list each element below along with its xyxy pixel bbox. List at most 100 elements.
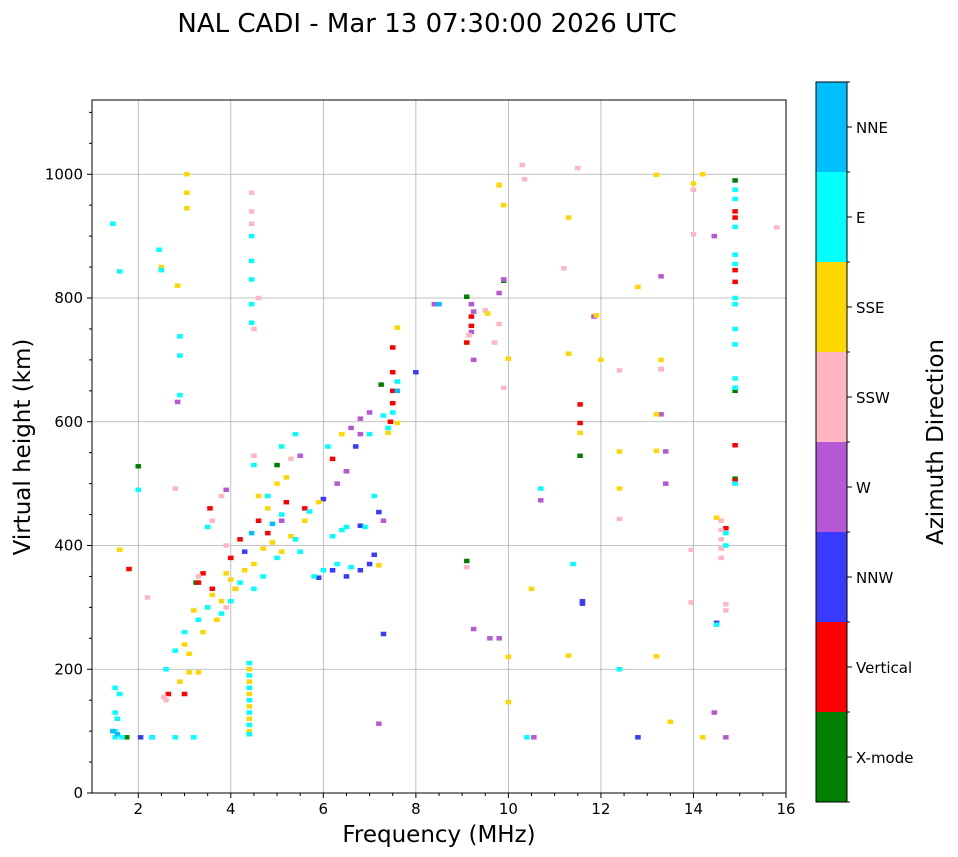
data-point [255,518,262,523]
y-tick-label: 1000 [45,165,83,183]
data-point [297,549,303,554]
data-point [274,462,280,468]
data-point [177,353,183,358]
y-tick-label: 0 [73,784,83,802]
data-point [288,533,294,539]
data-point [690,187,697,192]
data-point [565,215,572,220]
x-tick-label: 2 [133,800,143,818]
data-point [718,527,724,533]
y-tick-label: 400 [54,537,83,555]
data-point [186,670,192,675]
data-point [394,420,401,426]
data-point [260,546,266,551]
data-point [385,425,391,431]
data-point [380,413,387,418]
data-point [248,301,255,307]
colorbar: X-mode Vertical NNW W SSW SSE E NNE [815,81,913,803]
data-point [723,543,729,548]
data-point [163,667,169,672]
y-axis-label: Virtual height (km) [10,339,36,556]
data-point [246,716,253,721]
data-point [658,412,664,417]
data-point [732,215,738,220]
data-point [484,311,491,316]
data-point [343,574,350,579]
data-point [329,568,336,573]
data-point [387,419,394,424]
data-point [699,172,706,177]
data-point [274,481,280,486]
data-point [468,301,475,307]
data-point [228,577,234,582]
data-point [538,486,544,491]
data-point [464,340,470,345]
x-tick-label: 8 [411,800,421,818]
data-point [658,274,664,279]
data-point [181,629,188,635]
data-point [110,728,116,734]
data-point [653,412,660,417]
data-point [718,546,724,551]
data-point [699,735,706,740]
data-point [413,370,419,375]
data-point [658,366,664,372]
data-point [251,326,257,332]
data-point [501,385,507,390]
data-point [278,444,285,449]
data-point [246,667,253,672]
data-point [531,735,537,740]
data-point [246,679,253,684]
colorbar-tick-label: NNE [856,119,888,137]
data-point [246,704,253,709]
data-point [371,493,377,499]
data-point [732,342,738,347]
data-point [269,521,276,527]
data-point [158,264,165,270]
data-point [501,202,507,208]
data-point [315,499,322,505]
data-point [732,385,738,390]
data-point [431,301,438,307]
data-point [177,392,183,398]
data-point [283,499,290,505]
colorbar-tick-label: Vertical [856,659,912,677]
data-point [174,399,181,405]
data-point [732,267,738,273]
data-point [385,430,391,436]
data-point [732,224,738,230]
data-point [366,410,373,415]
data-point [265,493,271,499]
data-point [325,444,331,449]
data-point [204,605,211,610]
data-point [653,448,660,454]
data-point [232,586,239,592]
data-point [519,162,526,168]
data-point [248,221,255,226]
data-point [713,515,720,520]
colorbar-tick-label: SSE [856,299,885,317]
data-point [635,735,641,740]
colorbar-swatch [816,442,847,532]
data-point [723,525,729,531]
data-point [723,608,729,613]
data-point [278,518,285,523]
data-point [496,321,502,327]
data-point [357,416,364,421]
data-point [732,301,738,307]
data-point [114,731,121,737]
data-point [126,566,132,572]
data-point [214,617,220,622]
data-points [110,162,780,740]
data-point [357,523,364,528]
x-tick-label: 16 [776,800,795,818]
data-point [352,444,359,449]
data-point [538,498,544,503]
data-point [688,547,694,553]
data-point [713,622,720,627]
data-point [200,571,206,576]
plot-area [92,100,786,793]
data-point [470,357,477,363]
data-point [376,721,382,726]
data-point [181,691,188,697]
